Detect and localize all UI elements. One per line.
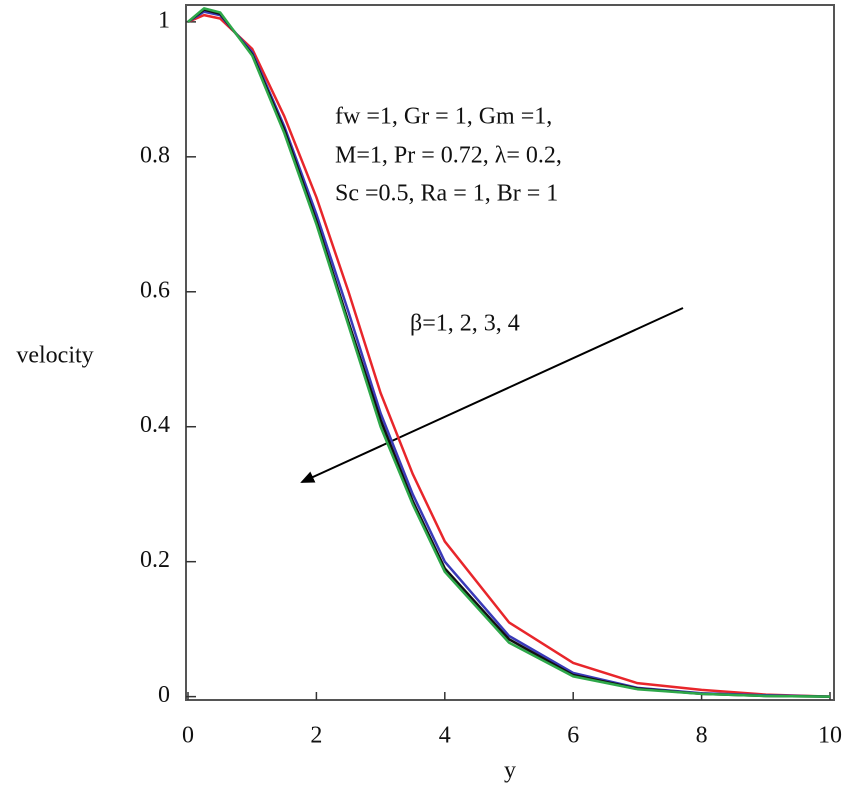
y-tick-label: 0.8 — [140, 142, 170, 168]
annotation: β=1, 2, 3, 4 — [410, 311, 520, 337]
x-tick-label: 8 — [696, 723, 708, 749]
annotation: Sc =0.5, Ra = 1, Br = 1 — [335, 181, 558, 207]
y-tick-label: 0.2 — [140, 547, 170, 573]
y-tick-label: 1 — [158, 7, 170, 33]
x-tick-label: 2 — [310, 723, 322, 749]
y-tick-label: 0 — [158, 682, 170, 708]
annotation: fw =1, Gr = 1, Gm =1, — [335, 104, 552, 130]
x-tick-label: 0 — [182, 723, 194, 749]
arrow — [300, 307, 684, 483]
y-tick-label: 0.6 — [140, 277, 170, 303]
line-series — [187, 7, 831, 698]
x-axis-label: y — [504, 758, 516, 784]
x-tick-label: 10 — [818, 723, 842, 749]
y-tick-label: 0.4 — [140, 412, 170, 438]
y-axis-label: velocity — [16, 343, 93, 369]
x-tick-label: 6 — [567, 723, 579, 749]
annotation: M=1, Pr = 0.72, λ= 0.2, — [335, 143, 562, 169]
plot-frame — [185, 4, 835, 701]
x-tick-label: 4 — [439, 723, 451, 749]
